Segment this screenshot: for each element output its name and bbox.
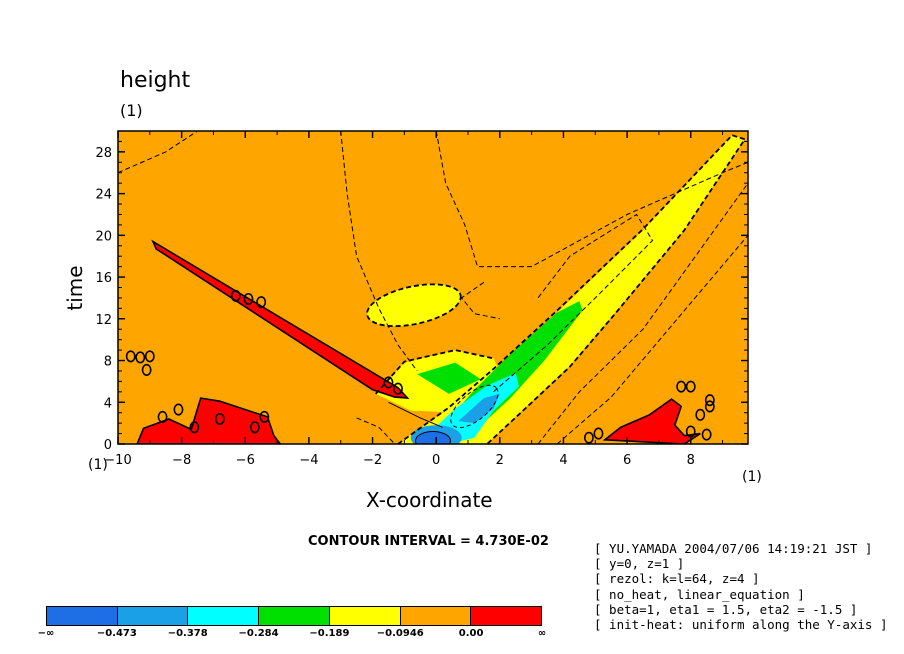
colorbar-label: 0.00 <box>458 628 484 639</box>
contour-loop <box>157 410 168 423</box>
x-tick-label: 6 <box>623 453 631 468</box>
light-blue-region <box>458 393 500 424</box>
contour-line <box>415 430 451 444</box>
contour-line <box>493 213 654 393</box>
x-tick-label: −2 <box>363 453 382 468</box>
chart-title: height <box>120 68 191 93</box>
contour-loop <box>704 394 715 407</box>
info-line: [ YU.YAMADA 2004/07/06 14:19:21 JST ] <box>594 541 873 556</box>
y-tick-label: 12 <box>95 313 112 328</box>
info-line: [ rezol: k=l=64, z=4 ] <box>594 571 760 587</box>
contour-loop <box>243 292 254 305</box>
contour-line <box>340 131 418 372</box>
y-tick-label: 28 <box>95 146 112 161</box>
contour-loop <box>583 431 594 444</box>
contour-line <box>460 281 500 320</box>
contour-interval: CONTOUR INTERVAL = 4.730E-02 <box>308 534 549 549</box>
contour-loop <box>214 412 225 425</box>
x-tick-label: 0 <box>432 453 440 468</box>
contour-loop <box>259 410 270 423</box>
info-line: [ beta=1, eta1 = 1.5, eta2 = -1.5 ] <box>594 601 858 617</box>
contour-loop <box>173 403 184 416</box>
colorbar-swatch <box>117 607 189 625</box>
contour-line <box>118 131 198 174</box>
y-tick-label: 24 <box>95 188 112 203</box>
colorbar-label: ∞ <box>537 628 547 639</box>
info-line: [ init-heat: uniform along the Y-axis ] <box>594 617 888 633</box>
colorbar-labels: −∞ −0.473 −0.378 −0.284 −0.189 −0.0946 0.00 ∞ <box>0 628 904 642</box>
contour-line <box>388 401 443 428</box>
x-tick-label: 8 <box>687 453 695 468</box>
x-tick-label: −6 <box>236 453 255 468</box>
x-tick-label: −4 <box>299 453 318 468</box>
colorbar-label: −0.284 <box>238 628 279 639</box>
y-tick-label: 0 <box>104 438 112 453</box>
contour-line <box>450 384 499 429</box>
contour-loop <box>144 350 155 363</box>
title-unit: (1) <box>120 101 143 120</box>
contour-line <box>375 349 494 395</box>
yellow-wave-region <box>398 135 745 444</box>
contour-line <box>435 131 748 268</box>
red-patch-right <box>602 398 701 444</box>
colorbar-label: −∞ <box>37 628 55 639</box>
info-line: [ y=0, z=1 ] <box>594 556 685 572</box>
blue-core <box>415 431 451 444</box>
x-tick-label: −8 <box>172 453 191 468</box>
x-tick-label: 4 <box>559 453 567 468</box>
contour-line <box>356 417 396 444</box>
colorbar-swatch <box>188 607 260 625</box>
contour-loop <box>593 427 604 440</box>
contour-loop <box>249 421 260 434</box>
colorbar-swatch <box>259 607 330 625</box>
contour-loop <box>125 350 136 363</box>
contour-loop <box>256 296 267 309</box>
colorbar-label: −0.189 <box>309 628 350 639</box>
colorbar-label: −0.378 <box>167 628 208 639</box>
colorbar-label: −0.0946 <box>376 628 424 639</box>
y-tick-label: 8 <box>104 355 112 370</box>
colorbar <box>46 606 542 626</box>
contour-line <box>556 234 748 444</box>
green-region <box>417 362 481 394</box>
contour-loop <box>383 376 394 389</box>
contour-loop <box>230 289 241 302</box>
red-diagonal-band <box>151 239 410 400</box>
x-unit-left: (1) <box>88 457 108 473</box>
contour-loop <box>189 421 200 434</box>
colorbar-swatch <box>329 607 401 625</box>
colorbar-swatch <box>47 607 118 625</box>
contour-loop <box>701 428 712 441</box>
colorbar-label: −0.473 <box>96 628 137 639</box>
y-tick-label: 16 <box>95 271 112 286</box>
y-tick-label: 20 <box>95 229 112 244</box>
y-tick-label: 4 <box>104 396 112 411</box>
contour-loop <box>393 382 403 395</box>
contour-loop <box>685 380 696 393</box>
contour-loop <box>695 408 706 421</box>
contour-loop <box>704 400 715 413</box>
yellow-blob <box>366 283 462 328</box>
contour-loop <box>141 363 152 376</box>
y-axis-label: time <box>63 265 87 310</box>
colorbar-swatch <box>471 607 542 625</box>
contour-loop <box>685 425 696 438</box>
contour-line <box>537 182 748 444</box>
info-line: [ no_heat, linear_equation ] <box>594 586 805 602</box>
info-block: [ YU.YAMADA 2004/07/06 14:19:21 JST ] [ … <box>594 541 888 632</box>
x-unit-right: (1) <box>742 469 762 485</box>
x-tick-label: 2 <box>496 453 504 468</box>
x-axis-label: X-coordinate <box>366 488 493 512</box>
contour-loop <box>135 351 146 364</box>
contour-loop <box>676 380 687 393</box>
colorbar-swatch <box>400 607 472 625</box>
x-tick-label: −10 <box>104 453 131 468</box>
